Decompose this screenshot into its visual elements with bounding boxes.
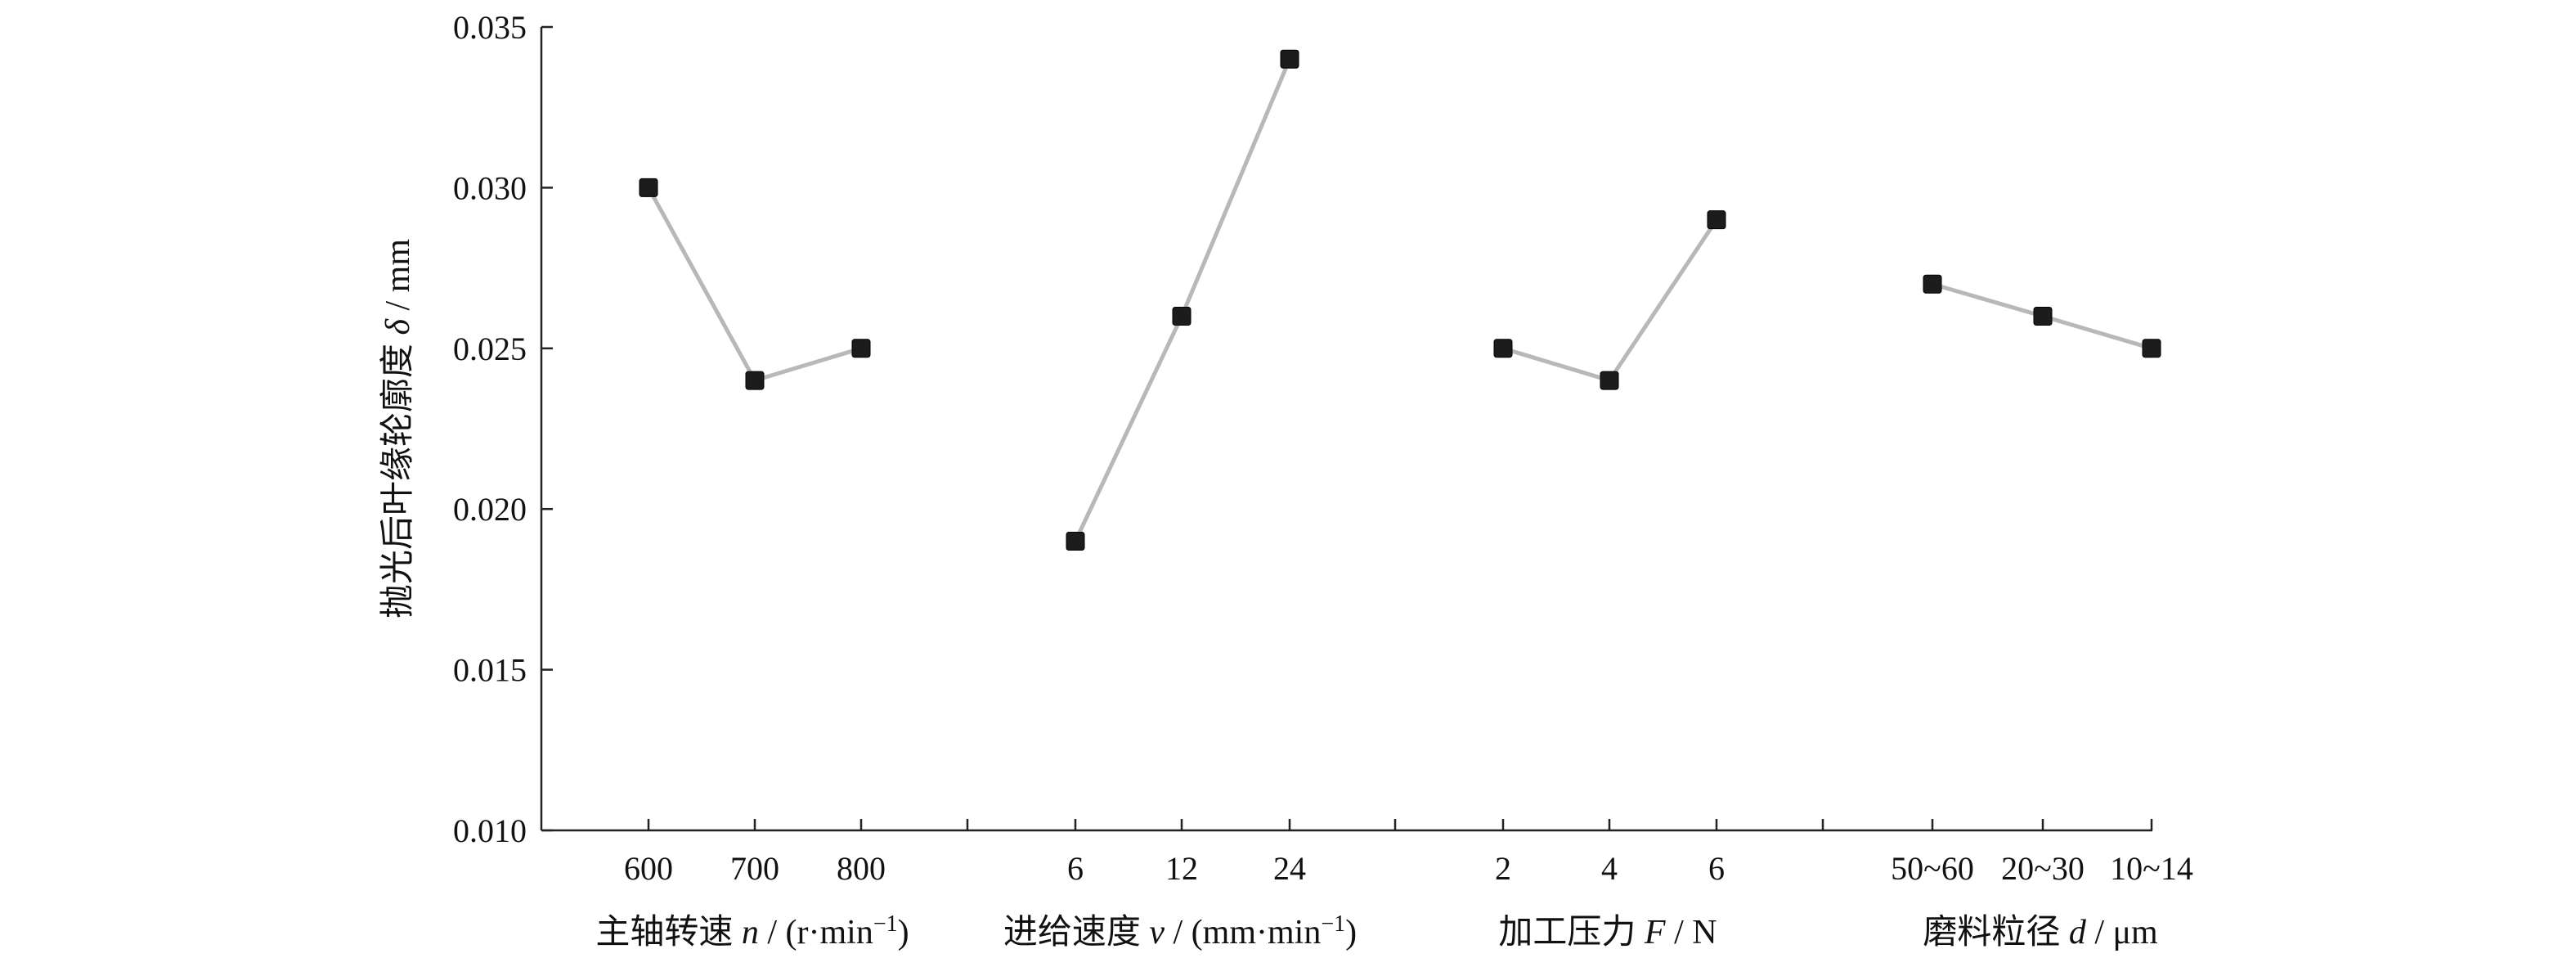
- series-line-group-1: [646, 187, 862, 384]
- labels-group: 0.010 0.015 0.020 0.025 0.030 0.035 抛光后叶缘轮廓度 δ…: [379, 9, 2193, 951]
- y-tick-label: 0.035: [453, 9, 527, 46]
- data-point: [1172, 307, 1192, 326]
- data-point: [851, 339, 871, 358]
- y-axis-title: 抛光后叶缘轮廓度 δ / mm: [379, 239, 417, 618]
- x-tick-label: 800: [837, 850, 886, 887]
- data-point: [639, 178, 658, 197]
- y-tick-label: 0.010: [453, 812, 527, 849]
- data-point: [2142, 339, 2161, 358]
- data-point: [1600, 371, 1619, 390]
- x-tick-label: 2: [1495, 850, 1511, 887]
- data-point: [1280, 49, 1299, 69]
- x-tick-label: 24: [1273, 850, 1306, 887]
- axes: [540, 25, 2153, 832]
- x-tick-label: 20~30: [2001, 850, 2085, 887]
- x-tick-label: 50~60: [1891, 850, 1974, 887]
- x-tick-label: 700: [730, 850, 779, 887]
- data-point: [1066, 531, 1085, 551]
- x-tick-label: 12: [1165, 850, 1198, 887]
- y-tick-label: 0.015: [453, 652, 527, 689]
- x-tick-label: 10~14: [2110, 850, 2193, 887]
- x-tick-label: 600: [624, 850, 673, 887]
- x-axis-title: 磨料粒径 d / μm: [1923, 914, 2158, 951]
- y-tick-label: 0.025: [453, 331, 527, 367]
- series-group: [639, 49, 2161, 551]
- series-line-group-3: [1502, 218, 1719, 384]
- x-axis-title: 主轴转速 n / (r·min−1): [595, 911, 909, 952]
- data-point: [1923, 274, 1942, 294]
- data-point: [2033, 307, 2053, 326]
- y-tick-label: 0.020: [453, 491, 527, 528]
- x-tick-label: 4: [1601, 850, 1618, 887]
- x-axis-title: 加工压力 F / N: [1498, 914, 1717, 951]
- x-tick-label: 6: [1067, 850, 1084, 887]
- data-point: [1707, 210, 1726, 230]
- series-line-group-2: [1073, 58, 1292, 542]
- y-tick-label: 0.030: [453, 169, 527, 206]
- data-point: [1493, 339, 1513, 358]
- x-tick-label: 6: [1708, 850, 1725, 887]
- data-point: [745, 371, 765, 390]
- x-axis-title: 进给速度 v / (mm·min−1): [1003, 911, 1357, 952]
